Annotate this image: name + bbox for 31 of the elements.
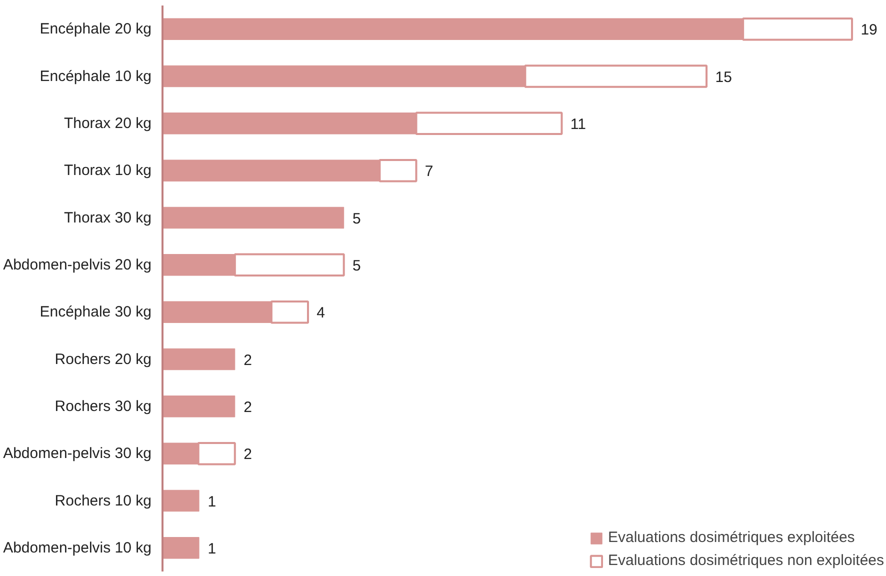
annotation: 2 [244, 446, 252, 464]
y-tick-label: Thorax 20 kg [64, 114, 152, 132]
annotation: 7 [424, 163, 434, 180]
y-tick-label: Encéphale 10 kg [40, 68, 152, 85]
y-tick-label: Encéphale 30 kg [40, 304, 152, 321]
annotation: 15 [715, 68, 732, 86]
bar [162, 396, 236, 418]
y-tick-label: Abdomen-pelvis 10 kg [3, 539, 152, 556]
y-tick-label: Encéphale 20 kg [40, 20, 152, 38]
legend-label: Evaluations dosimétriques exploitées [608, 529, 855, 546]
y-tick-label: Thorax 10 kg [64, 162, 152, 180]
annotation: 5 [352, 257, 361, 274]
annotation: 19 [860, 22, 878, 39]
bar [162, 537, 200, 559]
y-tick-label: Abdomen-pelvis 20 kg [3, 256, 152, 274]
bar [162, 348, 236, 370]
annotation: 4 [316, 304, 326, 322]
y-tick-label: Rochers 20 kg [54, 350, 152, 368]
y-tick-label: Rochers 30 kg [54, 398, 152, 415]
y-tick-label: Rochers 10 kg [54, 492, 152, 510]
bar [162, 206, 344, 229]
bar [162, 490, 200, 512]
y-tick-label: Thorax 30 kg [64, 209, 152, 226]
annotation: 2 [244, 398, 252, 416]
y-tick-label: Abdomen-pelvis 30 kg [3, 445, 152, 462]
annotation: 11 [570, 116, 586, 133]
annotation: 2 [244, 352, 252, 369]
legend-label: Evaluations dosimétriques non exploitées [608, 552, 884, 569]
annotation: 1 [208, 493, 216, 510]
annotation: 1 [208, 540, 216, 558]
annotation: 5 [352, 210, 361, 228]
